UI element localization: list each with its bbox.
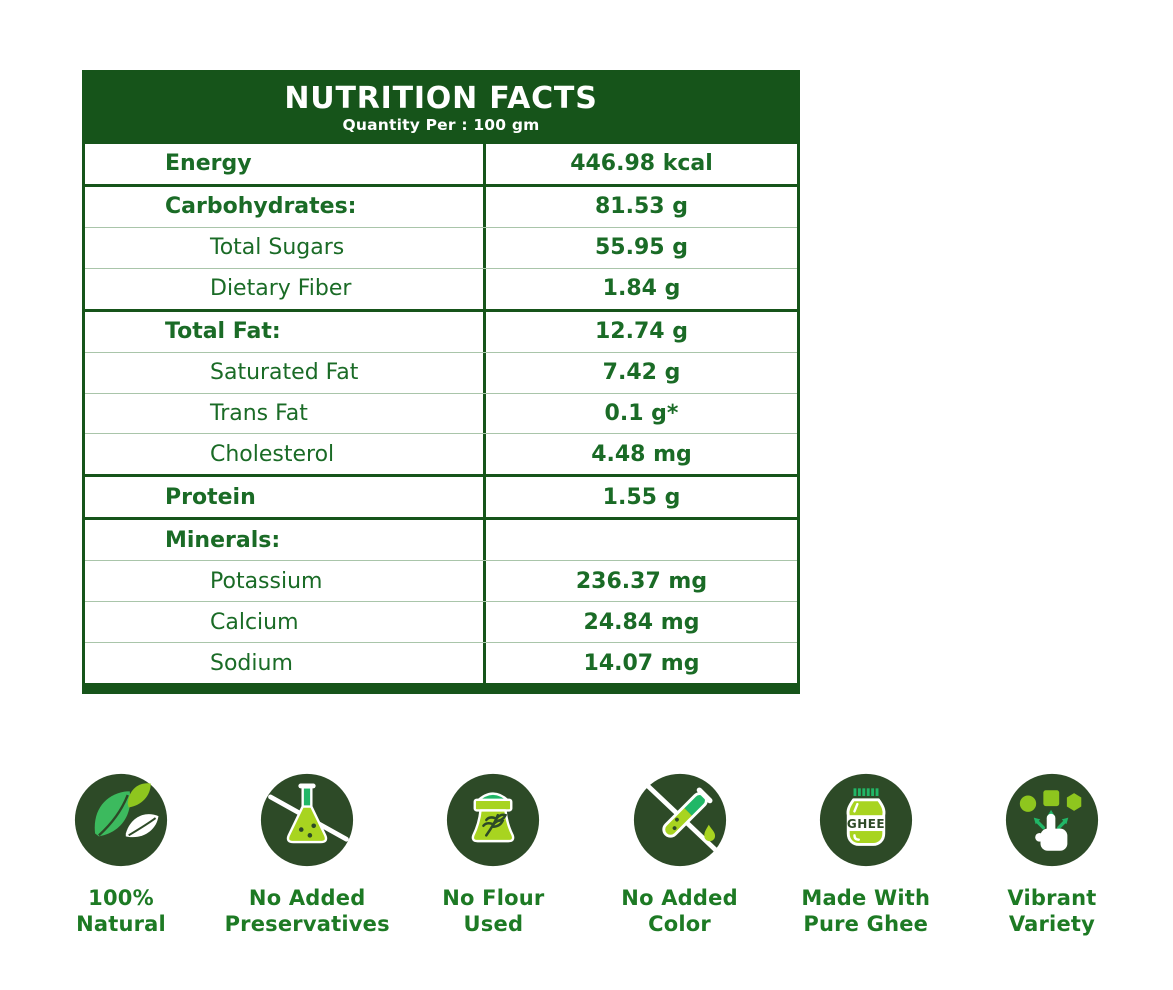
row-value: 24.84 mg — [483, 602, 797, 643]
badge-label: Vibrant Variety — [1007, 886, 1097, 937]
nutrition-facts-table: NUTRITION FACTS Quantity Per : 100 gm En… — [82, 70, 800, 694]
badge-label: No Added Color — [621, 886, 738, 937]
row-value: 1.55 g — [483, 477, 797, 518]
badge-label: 100% Natural — [76, 886, 166, 937]
row-value: 236.37 mg — [483, 561, 797, 602]
table-row-total-fat: Total Fat: 12.74 g — [85, 308, 797, 352]
table-row-protein: Protein 1.55 g — [85, 474, 797, 518]
badge-vibrant-variety: Vibrant Variety — [966, 772, 1138, 938]
row-value: 12.74 g — [483, 311, 797, 352]
table-subtitle: Quantity Per : 100 gm — [342, 115, 540, 134]
row-label: Saturated Fat — [210, 360, 359, 386]
row-label: Calcium — [210, 609, 299, 635]
badge-label: No Added Preservatives — [224, 886, 390, 937]
test-tube-crossed-icon — [633, 773, 726, 867]
row-value: 1.84 g — [483, 268, 797, 309]
row-label: Potassium — [210, 568, 323, 594]
row-value: 55.95 g — [483, 227, 797, 268]
variety-hand-icon — [1005, 773, 1099, 867]
table-row-saturated-fat: Saturated Fat 7.42 g — [85, 351, 797, 393]
table-bottom-bar — [85, 683, 797, 691]
ghee-jar-icon: GHEE — [819, 773, 912, 867]
badge-no-preservatives: No Added Preservatives — [221, 772, 393, 938]
badge-label: No Flour Used — [442, 886, 545, 937]
badge-100-natural: 100% Natural — [35, 772, 207, 938]
table-row-potassium: Potassium 236.37 mg — [85, 560, 797, 602]
table-row-sodium: Sodium 14.07 mg — [85, 642, 797, 683]
ghee-jar-label-text: GHEE — [847, 817, 885, 831]
table-header: NUTRITION FACTS Quantity Per : 100 gm — [85, 73, 797, 144]
row-label: Carbohydrates: — [165, 194, 357, 220]
row-label: Sodium — [210, 650, 293, 676]
row-label: Minerals: — [165, 527, 281, 553]
table-row-calcium: Calcium 24.84 mg — [85, 601, 797, 643]
badge-pure-ghee: GHEE Made With Pure Ghee — [780, 772, 952, 938]
row-label: Total Sugars — [210, 235, 345, 261]
row-label: Protein — [165, 484, 256, 510]
row-value: 81.53 g — [483, 186, 797, 227]
table-row-minerals: Minerals: — [85, 517, 797, 561]
row-value: 7.42 g — [483, 352, 797, 393]
flour-sack-icon — [447, 773, 540, 867]
table-row-dietary-fiber: Dietary Fiber 1.84 g — [85, 267, 797, 309]
table-row-total-sugars: Total Sugars 55.95 g — [85, 226, 797, 268]
badge-label: Made With Pure Ghee — [801, 886, 931, 937]
row-value: 14.07 mg — [483, 643, 797, 683]
row-label: Dietary Fiber — [210, 276, 352, 302]
feature-badges: 100% Natural No Added Preservatives — [35, 772, 1138, 938]
row-value: 0.1 g* — [483, 393, 797, 434]
row-label: Cholesterol — [210, 441, 335, 467]
table-title: NUTRITION FACTS — [284, 80, 598, 116]
row-value — [483, 520, 797, 561]
table-row-energy: Energy 446.98 kcal — [85, 144, 797, 184]
row-value: 4.48 mg — [483, 434, 797, 475]
flask-crossed-icon — [261, 773, 354, 867]
row-label: Trans Fat — [210, 400, 308, 426]
table-row-carbohydrates: Carbohydrates: 81.53 g — [85, 183, 797, 227]
table-row-trans-fat: Trans Fat 0.1 g* — [85, 392, 797, 434]
leaves-icon — [74, 773, 168, 867]
row-label: Energy — [165, 151, 252, 177]
table-row-cholesterol: Cholesterol 4.48 mg — [85, 433, 797, 475]
row-label: Total Fat: — [165, 319, 281, 345]
table-rows: Energy 446.98 kcal Carbohydrates: 81.53 … — [85, 144, 797, 683]
badge-no-flour: No Flour Used — [407, 772, 579, 938]
row-value: 446.98 kcal — [483, 144, 797, 184]
badge-no-color: No Added Color — [594, 772, 766, 938]
